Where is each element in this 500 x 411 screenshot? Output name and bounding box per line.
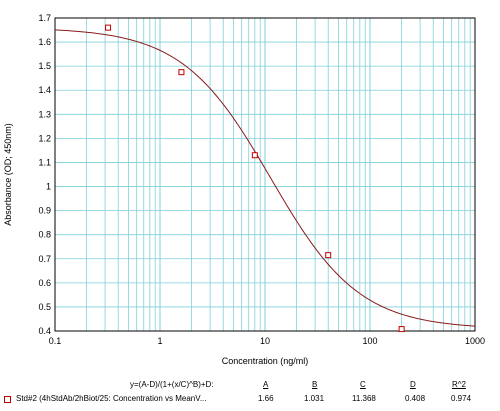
fit-header-b: B bbox=[312, 380, 318, 389]
plot-frame bbox=[54, 17, 476, 332]
fit-formula: y=(A-D)/(1+(x/C)^B)+D: bbox=[130, 380, 214, 389]
y-tick-label: 1 bbox=[46, 182, 51, 192]
x-tick-label: 1 bbox=[157, 336, 162, 346]
y-tick-label: 0.4 bbox=[38, 326, 51, 336]
y-tick-label: 0.7 bbox=[38, 254, 51, 264]
y-tick-label: 0.6 bbox=[38, 278, 51, 288]
data-point bbox=[398, 326, 405, 333]
data-point bbox=[325, 252, 332, 259]
y-tick-labels: 0.4 0.5 0.6 0.7 0.8 0.9 1 1.1 1.2 1.3 1.4 1.5 1.6 1.7 bbox=[38, 13, 51, 336]
fit-value-b: 1.031 bbox=[304, 394, 325, 403]
x-tick-labels: 0.1 1 10 100 1000 bbox=[49, 336, 485, 346]
y-tick-label: 0.9 bbox=[38, 206, 51, 216]
fit-value-d: 0.408 bbox=[405, 394, 426, 403]
y-axis-label: Absorbance (OD; 450nm) bbox=[3, 123, 13, 226]
fit-value-a: 1.66 bbox=[258, 394, 274, 403]
x-axis-label: Concentration (ng/ml) bbox=[222, 356, 309, 366]
fit-header-r2: R^2 bbox=[452, 380, 466, 389]
y-tick-label: 1.6 bbox=[38, 37, 51, 47]
legend-marker bbox=[4, 396, 11, 403]
y-tick-label: 1.1 bbox=[38, 157, 51, 167]
data-point bbox=[178, 69, 185, 76]
y-tick-label: 0.8 bbox=[38, 230, 51, 240]
x-tick-label: 1000 bbox=[465, 336, 485, 346]
fit-curve bbox=[54, 29, 476, 327]
grid-lines bbox=[54, 17, 475, 332]
y-tick-label: 1.7 bbox=[38, 13, 51, 23]
legend-series-name: Std#2 (4hStdAb/2hBiot/25: Concentration … bbox=[16, 394, 207, 403]
y-tick-label: 1.5 bbox=[38, 61, 51, 71]
data-point bbox=[105, 24, 112, 31]
y-tick-label: 0.5 bbox=[38, 302, 51, 312]
fit-header-d: D bbox=[410, 380, 416, 389]
fit-header-a: A bbox=[263, 380, 269, 389]
y-tick-label: 1.3 bbox=[38, 109, 51, 119]
fit-value-r2: 0.974 bbox=[451, 394, 472, 403]
x-tick-label: 0.1 bbox=[49, 336, 62, 346]
y-tick-label: 1.2 bbox=[38, 133, 51, 143]
data-points bbox=[105, 24, 405, 333]
fit-value-c: 11.368 bbox=[352, 394, 376, 403]
x-tick-label: 100 bbox=[362, 336, 377, 346]
chart-plot: 0.4 0.5 0.6 0.7 0.8 0.9 1 1.1 1.2 1.3 1.4 1.5 1.6 1.7… bbox=[3, 13, 485, 366]
y-tick-label: 1.4 bbox=[38, 85, 51, 95]
x-tick-label: 10 bbox=[260, 336, 270, 346]
fit-header-c: C bbox=[360, 380, 366, 389]
data-point bbox=[251, 152, 258, 159]
